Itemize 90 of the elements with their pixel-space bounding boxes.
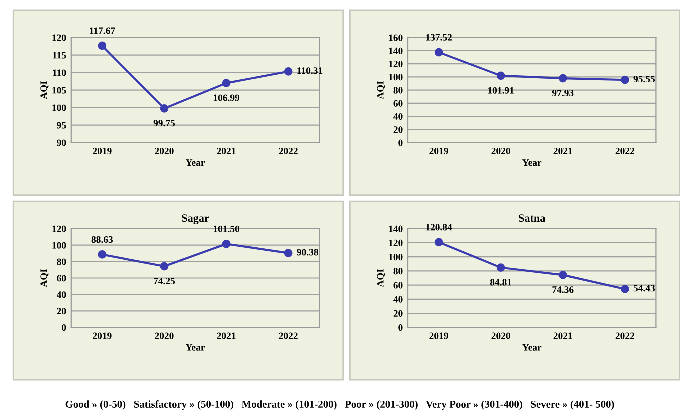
y-tick-label: 115 [53,52,66,59]
point [160,104,169,113]
y-tick-label: 60 [394,282,403,289]
x-tick-label: 2022 [616,332,634,340]
data-label: 54.43 [634,285,656,292]
data-label: 117.67 [90,28,116,34]
y-tick-label: 120 [52,34,66,42]
y-tick-label: 40 [56,292,66,298]
point [496,72,506,80]
chart-title: Satna [519,214,546,222]
y-tick-label: 105 [52,87,66,94]
y-tick-label: 90 [57,140,66,146]
y-tick-label: 100 [389,74,403,81]
x-axis-title: Year [186,160,206,166]
x-tick-label: 2020 [155,332,174,340]
y-tick-label: 0 [398,324,403,332]
point [98,250,107,259]
data-label: 88.63 [92,236,114,244]
y-tick-label: 100 [52,104,66,112]
data-label: 120.84 [426,224,452,231]
point [222,79,231,88]
point [621,76,630,84]
y-tick-label: 120 [52,226,66,232]
y-tick-label: 40 [394,296,403,303]
point [558,74,568,83]
point [621,285,630,294]
y-axis-title: AQI [40,81,49,100]
x-tick-label: 2022 [279,332,298,340]
y-tick-label: 120 [389,240,403,246]
x-tick-label: 2021 [554,148,572,155]
x-tick-label: 2019 [93,332,112,340]
x-axis-title: Year [522,344,542,351]
x-tick-label: 2019 [430,332,448,340]
x-tick-label: 2019 [93,148,112,155]
y-tick-label: 40 [394,113,403,120]
data-label: 99.75 [154,120,176,127]
point [434,48,444,57]
y-tick-label: 20 [394,126,403,134]
y-tick-label: 160 [389,34,403,42]
x-tick-label: 2022 [616,148,634,155]
x-tick-label: 2021 [217,148,236,155]
y-tick-label: 100 [52,242,66,249]
data-label: 97.93 [552,90,574,97]
y-axis-title: AQI [377,269,386,288]
point [160,262,169,271]
x-axis-title: Year [186,344,206,351]
x-tick-label: 2021 [554,332,572,340]
x-axis-title: Year [522,160,542,166]
data-label: 110.31 [298,68,323,74]
data-label: 137.52 [426,34,452,41]
point [98,42,107,50]
y-tick-label: 110 [53,70,66,76]
y-axis-title: AQI [40,269,49,288]
y-tick-label: 80 [394,268,403,275]
y-tick-label: 0 [62,324,66,332]
point [558,271,568,280]
y-tick-label: 20 [57,308,66,315]
y-tick-label: 60 [394,100,403,107]
data-label: 90.38 [297,249,318,256]
point [496,264,506,272]
y-tick-label: 140 [389,226,403,232]
data-label: 106.99 [214,94,240,102]
data-label: 101.50 [214,226,240,232]
x-tick-label: 2019 [430,148,448,155]
y-tick-label: 120 [389,60,403,68]
data-label: 74.25 [154,278,176,285]
y-tick-label: 140 [389,48,403,54]
x-tick-label: 2020 [492,332,510,340]
x-tick-label: 2022 [279,148,298,155]
y-tick-label: 100 [389,254,403,261]
point [284,249,293,258]
data-label: 101.91 [488,87,514,94]
data-label: 95.55 [634,76,656,83]
chart-title: Sagar [182,214,210,224]
x-tick-label: 2020 [155,148,174,155]
y-tick-label: 95 [57,122,66,129]
data-label: 74.36 [552,286,574,294]
y-tick-label: 0 [398,140,403,146]
y-tick-label: 80 [394,87,403,94]
point [434,238,444,247]
y-tick-label: 20 [394,310,403,317]
x-tick-label: 2020 [492,148,510,155]
y-tick-label: 80 [57,258,66,266]
point [284,68,293,76]
y-tick-label: 60 [57,275,66,282]
y-axis-title: AQI [377,81,386,100]
point [222,240,231,248]
x-tick-label: 2021 [217,332,236,340]
data-label: 84.81 [490,279,512,286]
text: Good » (0-50) Satisfactory » (50-100) Moderate » (101-200) Poor » (201-300) Very Poor » (301-400) Severe » (401- 500) [66,400,614,410]
